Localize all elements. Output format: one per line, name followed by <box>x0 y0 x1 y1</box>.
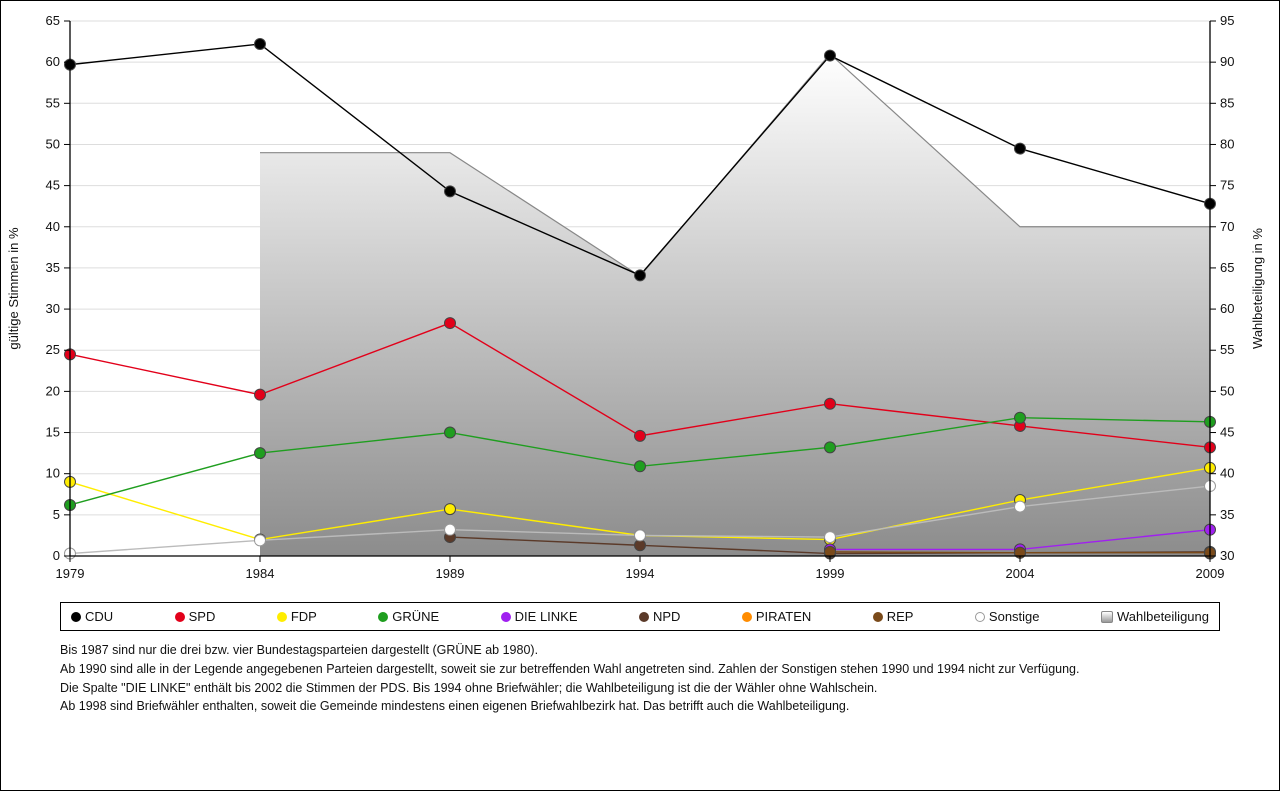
dielinke-marker-icon <box>501 612 511 622</box>
footer-line-2: Die Spalte "DIE LINKE" enthält bis 2002 … <box>60 679 1220 698</box>
svg-text:1994: 1994 <box>626 566 655 581</box>
npd-data-point-1994[interactable] <box>635 540 646 551</box>
svg-text:0: 0 <box>53 548 60 563</box>
cdu-marker-icon <box>71 612 81 622</box>
svg-text:5: 5 <box>53 507 60 522</box>
legend-item-piraten[interactable]: PIRATEN <box>742 609 811 624</box>
cdu-data-point-2004[interactable] <box>1015 143 1026 154</box>
cdu-data-point-1999[interactable] <box>825 50 836 61</box>
rep-marker-icon <box>873 612 883 622</box>
spd-data-point-1994[interactable] <box>635 430 646 441</box>
gruene-data-point-1994[interactable] <box>635 461 646 472</box>
svg-text:15: 15 <box>46 425 60 440</box>
legend-label-rep: REP <box>887 609 914 624</box>
svg-text:45: 45 <box>1220 425 1234 440</box>
legend-label-dielinke: DIE LINKE <box>515 609 578 624</box>
legend-item-gruene[interactable]: GRÜNE <box>378 609 439 624</box>
cdu-data-point-1984[interactable] <box>255 39 266 50</box>
gruene-marker-icon <box>378 612 388 622</box>
svg-text:65: 65 <box>1220 260 1234 275</box>
fdp-marker-icon <box>277 612 287 622</box>
svg-text:55: 55 <box>46 95 60 110</box>
svg-text:1989: 1989 <box>436 566 465 581</box>
svg-text:10: 10 <box>46 466 60 481</box>
svg-text:35: 35 <box>46 260 60 275</box>
gruene-data-point-1984[interactable] <box>255 448 266 459</box>
spd-data-point-1999[interactable] <box>825 398 836 409</box>
legend-label-gruene: GRÜNE <box>392 609 439 624</box>
legend: CDU SPD FDP GRÜNE DIE LINKE NPD PIRATEN REP Sons… <box>60 602 1220 631</box>
svg-text:2009: 2009 <box>1196 566 1225 581</box>
svg-text:gültige Stimmen in %: gültige Stimmen in % <box>6 227 21 350</box>
sonstige-data-point-1984[interactable] <box>255 535 266 546</box>
legend-item-npd[interactable]: NPD <box>639 609 680 624</box>
sonstige-marker-icon <box>975 612 985 622</box>
svg-text:85: 85 <box>1220 95 1234 110</box>
svg-text:30: 30 <box>1220 548 1234 563</box>
svg-text:80: 80 <box>1220 136 1234 151</box>
piraten-marker-icon <box>742 612 752 622</box>
chart-svg: 0 5 10 15 20 25 30 35 40 45 50 55 60 65 30 35 40 45 50 55 60… <box>0 6 1280 596</box>
svg-text:1984: 1984 <box>246 566 275 581</box>
sonstige-data-point-1989[interactable] <box>445 524 456 535</box>
svg-text:60: 60 <box>46 54 60 69</box>
legend-item-fdp[interactable]: FDP <box>277 609 317 624</box>
svg-text:Wahlbeteiligung in %: Wahlbeteiligung in % <box>1250 228 1265 349</box>
footer-line-0: Bis 1987 sind nur die drei bzw. vier Bun… <box>60 641 1220 660</box>
npd-marker-icon <box>639 612 649 622</box>
svg-text:2004: 2004 <box>1006 566 1035 581</box>
svg-text:90: 90 <box>1220 54 1234 69</box>
svg-text:70: 70 <box>1220 219 1234 234</box>
svg-text:60: 60 <box>1220 301 1234 316</box>
spd-data-point-1984[interactable] <box>255 389 266 400</box>
legend-item-sonstige[interactable]: Sonstige <box>975 609 1040 624</box>
legend-label-sonstige: Sonstige <box>989 609 1040 624</box>
legend-item-rep[interactable]: REP <box>873 609 914 624</box>
svg-text:25: 25 <box>46 342 60 357</box>
legend-item-dielinke[interactable]: DIE LINKE <box>501 609 578 624</box>
svg-text:75: 75 <box>1220 178 1234 193</box>
gruene-data-point-2004[interactable] <box>1015 412 1026 423</box>
legend-item-wahlbeteiligung[interactable]: Wahlbeteiligung <box>1101 609 1209 624</box>
legend-label-fdp: FDP <box>291 609 317 624</box>
legend-label-piraten: PIRATEN <box>756 609 811 624</box>
sonstige-data-point-2004[interactable] <box>1015 501 1026 512</box>
gruene-data-point-1999[interactable] <box>825 442 836 453</box>
legend-item-cdu[interactable]: CDU <box>71 609 113 624</box>
svg-text:55: 55 <box>1220 342 1234 357</box>
legend-label-npd: NPD <box>653 609 680 624</box>
svg-text:40: 40 <box>1220 466 1234 481</box>
fdp-data-point-1989[interactable] <box>445 504 456 515</box>
legend-label-spd: SPD <box>189 609 216 624</box>
svg-text:20: 20 <box>46 383 60 398</box>
legend-label-cdu: CDU <box>85 609 113 624</box>
svg-text:45: 45 <box>46 178 60 193</box>
svg-text:40: 40 <box>46 219 60 234</box>
gruene-data-point-1989[interactable] <box>445 427 456 438</box>
svg-text:30: 30 <box>46 301 60 316</box>
cdu-data-point-1994[interactable] <box>635 270 646 281</box>
sonstige-data-point-1999[interactable] <box>825 532 836 543</box>
wahlbeteiligung-area <box>260 54 1210 556</box>
svg-text:1979: 1979 <box>56 566 85 581</box>
svg-text:50: 50 <box>1220 383 1234 398</box>
wahlbeteiligung-marker-icon <box>1101 611 1113 623</box>
legend-item-spd[interactable]: SPD <box>175 609 216 624</box>
footer-line-3: Ab 1998 sind Briefwähler enthalten, sowe… <box>60 697 1220 716</box>
sonstige-data-point-1994[interactable] <box>635 530 646 541</box>
svg-text:50: 50 <box>46 136 60 151</box>
spd-data-point-1989[interactable] <box>445 318 456 329</box>
svg-text:35: 35 <box>1220 507 1234 522</box>
svg-text:65: 65 <box>46 13 60 28</box>
legend-label-wahlbeteiligung: Wahlbeteiligung <box>1117 609 1209 624</box>
footer-notes: Bis 1987 sind nur die drei bzw. vier Bun… <box>60 641 1220 726</box>
chart-plot-area: 0 5 10 15 20 25 30 35 40 45 50 55 60 65 30 35 40 45 50 55 60… <box>0 6 1280 596</box>
svg-text:1999: 1999 <box>816 566 845 581</box>
svg-text:95: 95 <box>1220 13 1234 28</box>
footer-line-1: Ab 1990 sind alle in der Legende angegeb… <box>60 660 1220 679</box>
spd-marker-icon <box>175 612 185 622</box>
cdu-data-point-1989[interactable] <box>445 186 456 197</box>
